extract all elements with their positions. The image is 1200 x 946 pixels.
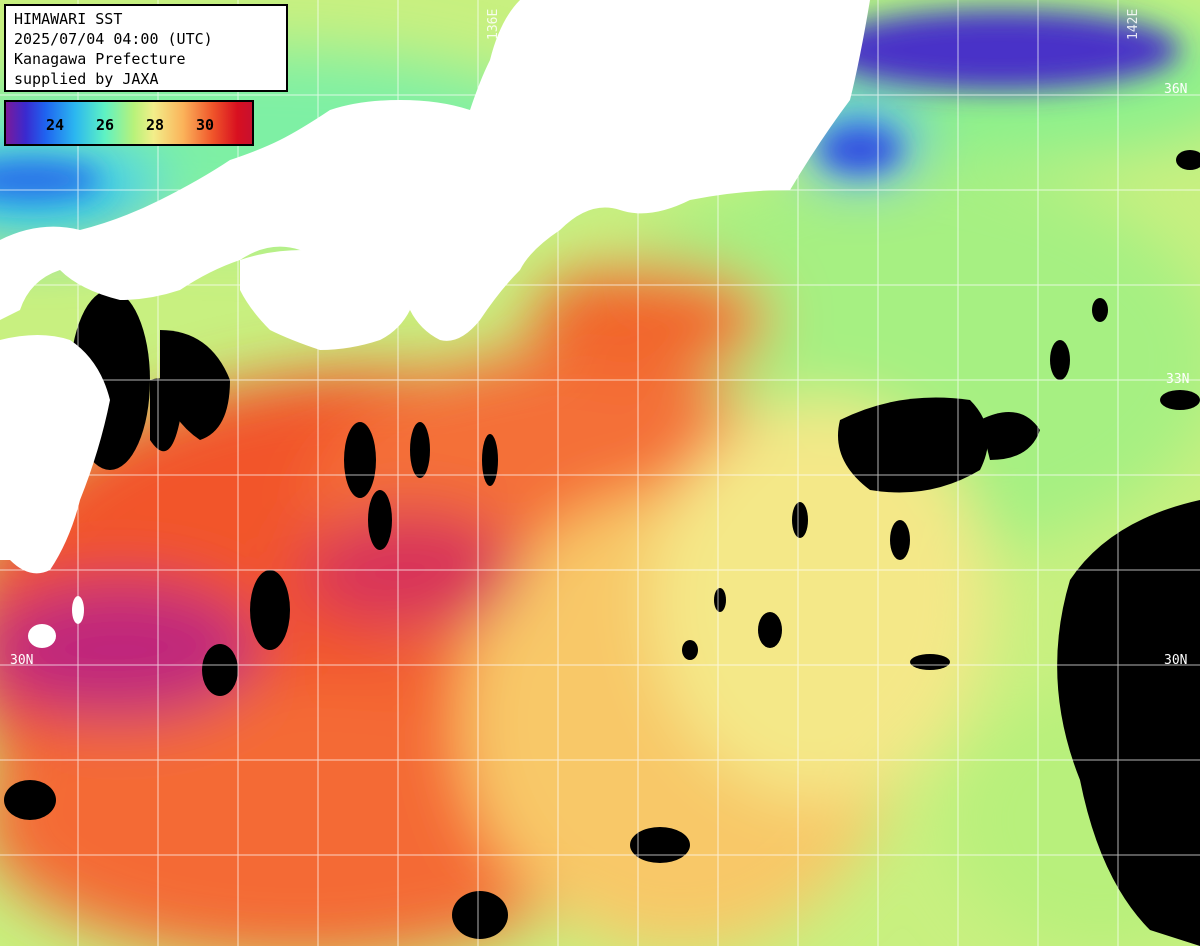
title-region: Kanagawa Prefecture — [14, 50, 186, 68]
title-product: HIMAWARI SST — [14, 10, 123, 28]
colorbar-tick-28: 28 — [146, 116, 165, 134]
lat-label-30n-left: 30N — [10, 653, 34, 668]
lon-label-136e: 136E — [486, 8, 501, 40]
sst-cold-patches — [0, 10, 1180, 200]
lat-label-33n: 33N — [1166, 372, 1190, 387]
title-credit: supplied by JAXA — [14, 70, 159, 88]
colorbar-tick-24: 24 — [46, 116, 65, 134]
cloud-mask — [4, 50, 1200, 946]
land-mask — [0, 0, 870, 648]
sst-colorbar: 24 26 28 30 — [4, 100, 254, 146]
colorbar-tick-30: 30 — [196, 116, 215, 134]
colorbar-tick-26: 26 — [96, 116, 115, 134]
lat-label-33-left: 33 — [10, 372, 26, 387]
title-box: HIMAWARI SST 2025/07/04 04:00 (UTC) Kana… — [4, 4, 288, 92]
lat-label-36n: 36N — [1164, 82, 1188, 97]
title-timestamp: 2025/07/04 04:00 (UTC) — [14, 30, 213, 48]
lon-label-142e: 142E — [1126, 8, 1141, 40]
lat-label-30n-right: 30N — [1164, 653, 1188, 668]
